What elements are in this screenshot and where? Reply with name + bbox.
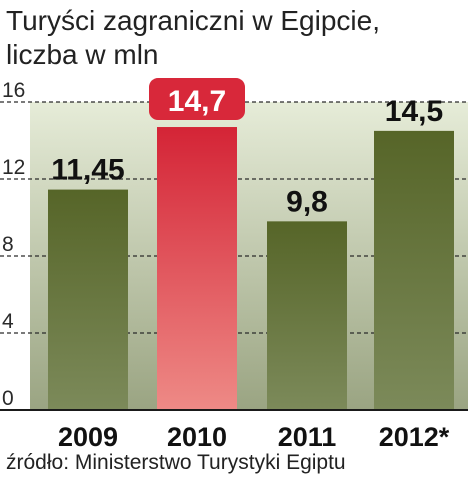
data-label: 14,7 <box>168 85 226 118</box>
y-tick-label: 8 <box>2 233 14 256</box>
bar-2011 <box>267 221 347 410</box>
y-tick-label: 0 <box>2 387 14 410</box>
data-labels: 11,45 14,7 9,8 14,5 <box>51 78 443 218</box>
data-label: 11,45 <box>51 154 124 187</box>
highlight-label-badge <box>149 78 245 121</box>
bar-2012 <box>374 130 454 410</box>
source-note: źródło: Ministerstwo Turystyki Egiptu <box>6 451 346 474</box>
y-tick-label: 12 <box>2 156 25 179</box>
x-axis-labels: 2009 2010 2011 2012* <box>58 422 450 452</box>
x-tick-label: 2012* <box>379 422 450 452</box>
chart-title-line-1: Turyści zagraniczni w Egipcie, <box>6 5 380 36</box>
x-tick-label: 2011 <box>278 422 337 452</box>
bars <box>48 127 454 411</box>
chart-title-line-2: liczba w mln <box>6 39 159 70</box>
bar-2010 <box>157 127 237 411</box>
y-axis-ticks: 0 4 8 12 16 <box>2 79 25 410</box>
data-label: 14,5 <box>385 95 443 128</box>
x-tick-label: 2009 <box>58 422 118 452</box>
bar-2009 <box>48 189 128 410</box>
data-label: 9,8 <box>286 185 328 218</box>
y-tick-label: 4 <box>2 310 14 333</box>
x-tick-label: 2010 <box>167 422 227 452</box>
chart-title: Turyści zagraniczni w Egipcie, liczba w … <box>6 4 466 72</box>
y-tick-label: 16 <box>2 79 25 102</box>
